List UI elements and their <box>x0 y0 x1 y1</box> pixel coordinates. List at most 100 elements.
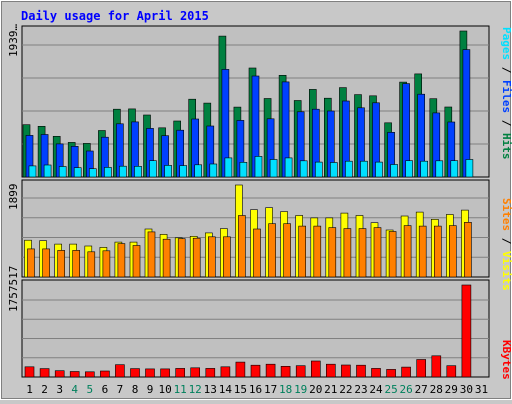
bar-pages-day-9 <box>149 160 157 178</box>
bar-pages-day-8 <box>134 166 142 178</box>
legend-hits: Pages / Files / Hits <box>500 27 512 160</box>
x-tick-label-day-31: 31 <box>475 383 488 396</box>
bar-pages-day-12 <box>194 164 202 178</box>
legend-item-kbytes: KBytes <box>500 340 512 380</box>
bar-kbytes-day-23 <box>356 364 366 378</box>
x-tick-label-day-19: 19 <box>294 383 307 396</box>
bar-kbytes-day-13 <box>205 368 216 378</box>
bar-pages-day-7 <box>119 165 127 178</box>
bar-sites-day-14 <box>223 236 231 278</box>
bar-sites-day-12 <box>192 237 201 278</box>
bar-sites-day-16 <box>253 228 261 278</box>
bar-pages-day-4 <box>73 167 82 178</box>
bar-sites-day-15 <box>238 215 246 278</box>
bar-kbytes-day-10 <box>160 368 170 378</box>
x-tick-label-day-1: 1 <box>26 383 33 396</box>
bar-kbytes-day-6 <box>100 370 110 378</box>
bar-sites-day-22 <box>343 228 352 278</box>
bar-kbytes-day-19 <box>295 365 306 378</box>
bar-files-day-30 <box>462 49 471 178</box>
x-tick-label-day-21: 21 <box>324 383 337 396</box>
legend-item-pages: Pages <box>500 27 512 60</box>
bar-sites-day-11 <box>177 238 186 278</box>
legend-kbytes: KBytes <box>500 340 512 380</box>
bar-pages-day-14 <box>224 157 233 178</box>
max-label-kbytes: 1757517 <box>7 266 20 312</box>
bar-sites-day-28 <box>433 225 442 278</box>
bar-kbytes-day-18 <box>280 365 291 378</box>
x-tick-label-day-23: 23 <box>354 383 367 396</box>
x-tick-label-day-14: 14 <box>219 383 233 396</box>
legend-separator: / <box>500 60 512 80</box>
bar-pages-day-20 <box>314 161 323 178</box>
x-tick-label-day-24: 24 <box>369 383 383 396</box>
bar-kbytes-day-21 <box>325 363 336 378</box>
bar-kbytes-day-1 <box>24 366 35 378</box>
bar-sites-day-3 <box>57 250 66 278</box>
x-tick-label-day-20: 20 <box>309 383 322 396</box>
bar-kbytes-day-17 <box>265 363 276 378</box>
max-label-visits: 1899 <box>7 184 20 211</box>
legend-item-visits: Visits <box>500 251 512 291</box>
bar-pages-day-21 <box>329 162 338 178</box>
bar-pages-day-6 <box>104 167 112 178</box>
x-tick-label-day-29: 29 <box>445 383 458 396</box>
bar-sites-day-27 <box>418 225 427 278</box>
x-tick-label-day-8: 8 <box>132 383 139 396</box>
x-tick-label-day-22: 22 <box>339 383 352 396</box>
bar-sites-day-13 <box>208 236 216 278</box>
chart-title: Daily usage for April 2015 <box>21 9 209 23</box>
bar-sites-day-26 <box>403 225 412 278</box>
bar-pages-day-30 <box>465 159 474 178</box>
bar-sites-day-25 <box>388 231 397 278</box>
bar-sites-day-20 <box>313 225 322 278</box>
x-tick-label-day-26: 26 <box>399 383 412 396</box>
max-label-hits: 1939… <box>7 24 20 57</box>
bar-pages-day-3 <box>58 166 67 178</box>
bar-sites-day-19 <box>298 225 307 278</box>
bar-pages-day-22 <box>345 160 353 178</box>
bar-pages-day-13 <box>209 163 218 178</box>
bar-sites-day-17 <box>268 223 276 278</box>
bar-kbytes-day-20 <box>310 360 321 378</box>
bar-kbytes-day-16 <box>250 364 261 378</box>
bar-kbytes-day-9 <box>145 368 155 378</box>
bar-sites-day-23 <box>358 228 367 278</box>
bar-pages-day-2 <box>43 164 52 178</box>
x-tick-label-day-18: 18 <box>279 383 292 396</box>
bar-kbytes-day-3 <box>54 370 65 378</box>
x-tick-label-day-13: 13 <box>204 383 217 396</box>
bar-pages-day-25 <box>390 164 398 178</box>
legend-visits: Sites / Visits <box>500 198 512 291</box>
bar-sites-day-29 <box>448 225 457 278</box>
bar-pages-day-24 <box>375 161 383 178</box>
x-tick-label-day-15: 15 <box>234 383 247 396</box>
bar-pages-day-10 <box>164 165 172 178</box>
x-tick-label-day-6: 6 <box>102 383 109 396</box>
x-tick-label-day-3: 3 <box>56 383 63 396</box>
x-tick-label-day-9: 9 <box>147 383 154 396</box>
bar-kbytes-day-25 <box>386 369 396 378</box>
x-tick-label-day-4: 4 <box>71 383 78 396</box>
bar-sites-day-9 <box>147 231 156 278</box>
legend-separator: / <box>500 113 512 133</box>
bar-kbytes-day-26 <box>401 366 411 378</box>
bar-pages-day-15 <box>239 162 248 178</box>
legend-item-sites: Sites <box>500 198 512 231</box>
legend-separator: / <box>500 231 512 251</box>
bar-sites-day-4 <box>72 250 80 278</box>
panel-visits: 1899 Sites / Visits <box>7 179 512 291</box>
bar-pages-day-26 <box>405 160 413 178</box>
bar-pages-day-19 <box>299 160 308 178</box>
bar-kbytes-day-29 <box>446 365 457 378</box>
bar-kbytes-day-30 <box>461 284 472 378</box>
bar-pages-day-18 <box>284 157 293 178</box>
bar-kbytes-day-7 <box>115 364 125 378</box>
bar-pages-day-1 <box>28 165 37 178</box>
bar-sites-day-21 <box>328 227 337 278</box>
legend-item-hits: Hits <box>500 133 512 160</box>
bar-pages-day-27 <box>420 160 429 178</box>
bar-kbytes-day-28 <box>431 355 442 378</box>
